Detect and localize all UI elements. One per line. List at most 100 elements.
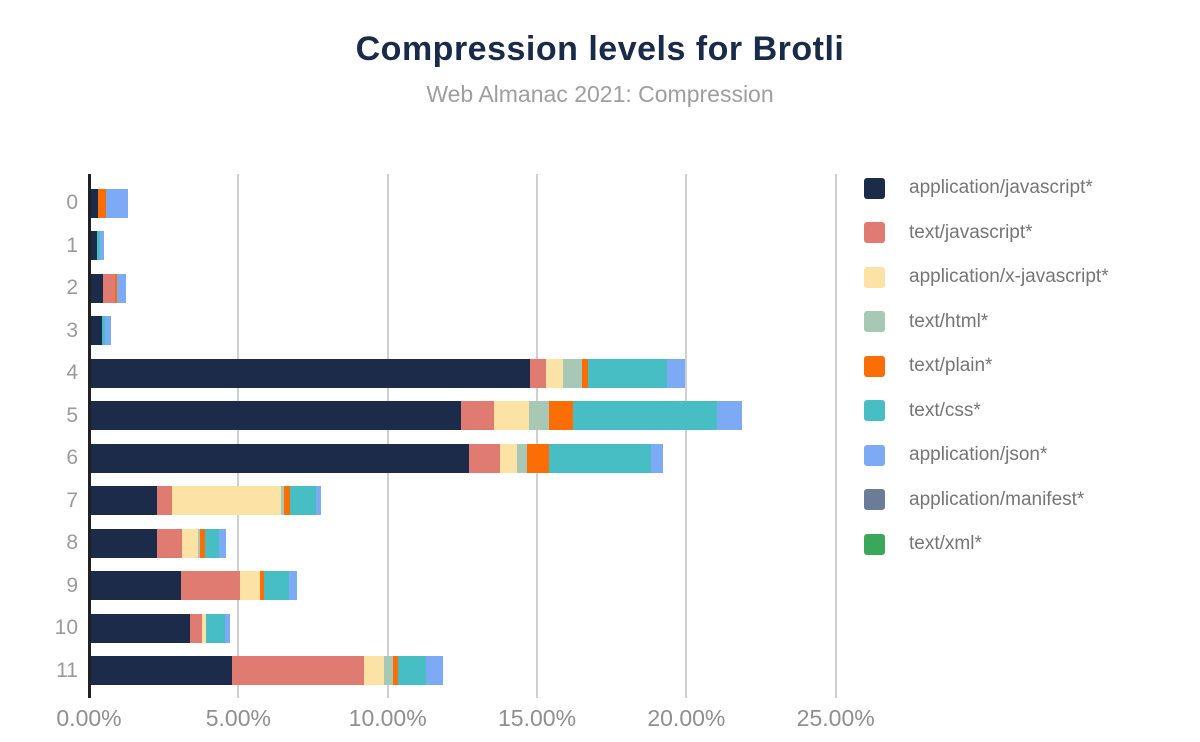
bar-row-level-3: 3 [0,310,850,353]
legend-item[interactable]: text/javascript* [864,222,1194,244]
bar-segment[interactable] [198,528,201,558]
bar-segment[interactable] [528,401,550,431]
chart-subtitle: Web Almanac 2021: Compression [426,81,774,107]
x-tick-label: 15.00% [498,705,577,731]
bar-segment[interactable] [500,443,517,473]
bar-segment[interactable] [171,486,281,516]
bar-segment[interactable] [91,273,103,303]
bar-segment[interactable] [91,656,233,686]
legend-item[interactable]: text/xml* [864,533,1194,555]
bar-segment[interactable] [546,358,563,388]
bar-segment[interactable] [99,231,105,261]
bar-segment[interactable] [105,316,112,346]
bar-segment[interactable] [283,486,290,516]
legend-item[interactable]: text/plain* [864,355,1194,377]
bar-segment[interactable] [383,656,393,686]
bar-segment[interactable] [202,613,206,643]
bar-row-level-0: 0 [0,182,850,225]
bar-segment[interactable] [562,358,583,388]
bar-segment[interactable] [189,613,203,643]
bar-segment[interactable] [549,401,574,431]
y-axis-label: 7 [66,488,78,512]
legend-item[interactable]: application/x-javascript* [864,266,1194,288]
legend-item[interactable]: application/manifest* [864,489,1194,511]
bar-segment[interactable] [666,358,685,388]
bar-row-level-11: 11 [0,650,850,693]
bar-segment[interactable] [392,656,398,686]
bar-segment[interactable] [156,486,172,516]
legend-item[interactable]: application/json* [864,444,1194,466]
bar-segment[interactable] [527,443,550,473]
bar-segment[interactable] [530,358,547,388]
gridline-25.00% [834,174,837,698]
bar-segment[interactable] [91,443,469,473]
bar-segment[interactable] [225,613,231,643]
y-axis-label: 3 [66,318,78,342]
gridline-15.00% [536,174,539,698]
stacked-bar-level-11 [91,656,444,686]
bar-segment[interactable] [582,358,588,388]
bar-segment[interactable] [426,656,444,686]
bar-segment[interactable] [91,358,531,388]
bar-segment[interactable] [316,486,321,516]
legend-item[interactable]: text/css* [864,400,1194,422]
bar-segment[interactable] [96,231,100,261]
bar-segment[interactable] [102,316,106,346]
bar-row-level-10: 10 [0,607,850,650]
stacked-bar-level-5 [91,401,743,431]
stacked-bar-level-9 [91,571,298,601]
bar-segment[interactable] [91,528,157,558]
bar-segment[interactable] [573,401,717,431]
bar-segment[interactable] [105,188,129,218]
legend-swatch-icon [864,266,885,288]
bar-segment[interactable] [259,571,264,601]
bar-segment[interactable] [91,401,462,431]
bar-segment[interactable] [180,571,241,601]
bar-rows: 0 1 2 3 4 5 6 7 8 9 10 11 [0,174,850,692]
legend-label: application/manifest* [909,488,1085,510]
bar-segment[interactable] [182,528,199,558]
y-axis-label: 10 [54,616,78,640]
legend-item[interactable]: text/html* [864,311,1194,333]
y-axis-label: 0 [66,191,78,215]
bar-segment[interactable] [364,656,384,686]
bar-segment[interactable] [516,443,528,473]
bar-segment[interactable] [102,273,115,303]
legend-item[interactable]: application/javascript* [864,177,1194,199]
bar-segment[interactable] [91,316,103,346]
legend-label: text/html* [909,310,989,332]
bar-segment[interactable] [91,613,190,643]
bar-segment[interactable] [156,528,183,558]
bar-segment[interactable] [289,571,298,601]
bar-segment[interactable] [494,401,529,431]
bar-segment[interactable] [98,188,106,218]
x-axis: 0.00% 5.00% 10.00% 15.00% 20.00% 25.00% [56,705,874,735]
bar-segment[interactable] [205,528,220,558]
bar-segment[interactable] [240,571,260,601]
bar-segment[interactable] [716,401,743,431]
bar-segment[interactable] [397,656,427,686]
bar-segment[interactable] [263,571,290,601]
x-tick-label: 25.00% [796,705,875,731]
bar-segment[interactable] [91,486,157,516]
bar-segment[interactable] [91,231,97,261]
bar-segment[interactable] [587,358,667,388]
bar-segment[interactable] [232,656,365,686]
bar-segment[interactable] [651,443,663,473]
bar-segment[interactable] [91,188,99,218]
bar-segment[interactable] [219,528,226,558]
bar-segment[interactable] [468,443,501,473]
bar-segment[interactable] [280,486,284,516]
y-axis-label: 11 [56,658,78,682]
bar-segment[interactable] [114,273,118,303]
bar-segment[interactable] [461,401,495,431]
legend-swatch-icon [864,444,885,466]
bar-segment[interactable] [117,273,127,303]
bar-segment[interactable] [200,528,206,558]
bar-segment[interactable] [91,571,181,601]
stacked-bar-level-6 [91,443,663,473]
bar-segment[interactable] [205,613,226,643]
bar-row-level-8: 8 [0,522,850,565]
bar-segment[interactable] [289,486,317,516]
bar-segment[interactable] [549,443,651,473]
